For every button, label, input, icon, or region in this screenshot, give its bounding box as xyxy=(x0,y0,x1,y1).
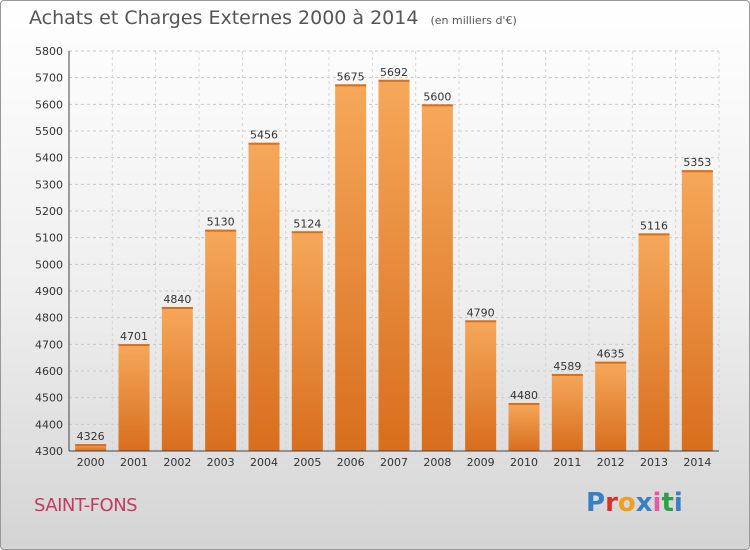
y-tick-label: 4600 xyxy=(35,365,63,378)
value-label-2012: 4635 xyxy=(597,348,625,361)
y-tick-label: 5700 xyxy=(35,72,63,85)
value-label-2000: 4326 xyxy=(77,430,105,443)
value-label-2001: 4701 xyxy=(120,330,148,343)
x-tick-label-2004: 2004 xyxy=(250,456,278,469)
axes: 4300 4400 4500 4600 4700 4800 4900 5000 5100 5200… xyxy=(35,45,719,469)
y-tick-label: 5300 xyxy=(35,178,63,191)
bar-2008 xyxy=(421,104,453,451)
value-label-2007: 5692 xyxy=(380,66,408,79)
y-tick-label: 5000 xyxy=(35,258,63,271)
value-label-2004: 5456 xyxy=(250,129,278,142)
bar-2004 xyxy=(248,142,280,451)
bar-cap xyxy=(205,229,237,232)
value-label-2011: 4589 xyxy=(553,360,581,373)
value-label-2010: 4480 xyxy=(510,389,538,402)
value-label-2002: 4840 xyxy=(163,293,191,306)
bar-cap xyxy=(335,84,367,87)
x-tick-label-2008: 2008 xyxy=(423,456,451,469)
bar-cap xyxy=(638,233,670,236)
bar-2010 xyxy=(508,403,540,451)
value-label-2014: 5353 xyxy=(683,156,711,169)
bar-2014 xyxy=(681,170,713,451)
bar-2006 xyxy=(335,84,367,451)
bar-cap xyxy=(248,142,280,145)
x-tick-label-2013: 2013 xyxy=(640,456,668,469)
city-name: SAINT-FONS xyxy=(34,495,138,516)
x-tick-label-2005: 2005 xyxy=(293,456,321,469)
proxiti-logo: Proxiti xyxy=(586,488,683,518)
x-tick-label-2010: 2010 xyxy=(510,456,538,469)
bar-2012 xyxy=(595,361,627,451)
y-tick-label: 5100 xyxy=(35,232,63,245)
bar-2000 xyxy=(75,444,107,451)
y-tick-label: 5500 xyxy=(35,125,63,138)
bar-cap xyxy=(551,373,583,376)
bar-cap xyxy=(378,79,410,82)
x-tick-label-2006: 2006 xyxy=(337,456,365,469)
y-tick-label: 4700 xyxy=(35,338,63,351)
y-tick-label: 5800 xyxy=(35,45,63,58)
bar-2002 xyxy=(161,307,193,451)
chart-title: Achats et Charges Externes 2000 à 2014 xyxy=(29,7,419,29)
bar-cap xyxy=(421,104,453,107)
title-block: Achats et Charges Externes 2000 à 2014 (e… xyxy=(29,7,517,29)
value-label-2008: 5600 xyxy=(423,90,451,103)
y-tick-label: 5400 xyxy=(35,152,63,165)
bar-cap xyxy=(118,344,150,347)
x-tick-label-2011: 2011 xyxy=(553,456,581,469)
bar-2011 xyxy=(551,373,583,451)
value-label-2006: 5675 xyxy=(337,70,365,83)
value-label-2005: 5124 xyxy=(293,217,321,230)
x-tick-label-2002: 2002 xyxy=(163,456,191,469)
logo-letter: t xyxy=(661,488,674,518)
value-label-2013: 5116 xyxy=(640,219,668,232)
bar-2013 xyxy=(638,233,670,451)
bar-2009 xyxy=(465,320,497,451)
bar-2005 xyxy=(291,231,323,451)
x-tick-label-2009: 2009 xyxy=(467,456,495,469)
logo-letter: o xyxy=(617,488,636,518)
bar-cap xyxy=(595,361,627,364)
logo-letter: r xyxy=(605,488,618,518)
bar-cap xyxy=(75,444,107,447)
bar-cap xyxy=(465,320,497,323)
bar-2001 xyxy=(118,344,150,451)
logo-letter: i xyxy=(673,488,683,518)
value-labels: 4326 4701 4840 5130 5456 5124 5675 5692 5600 4790… xyxy=(77,66,712,443)
y-tick-label: 4900 xyxy=(35,285,63,298)
x-tick-label-2003: 2003 xyxy=(207,456,235,469)
value-label-2009: 4790 xyxy=(467,306,495,319)
bar-cap xyxy=(161,307,193,309)
y-tick-label: 5200 xyxy=(35,205,63,218)
y-tick-label: 4800 xyxy=(35,312,63,325)
chart-subtitle: (en milliers d'€) xyxy=(430,14,517,27)
logo-letter: P xyxy=(586,488,606,518)
x-tick-label-2007: 2007 xyxy=(380,456,408,469)
logo-letter: i xyxy=(652,488,662,518)
x-tick-label-2012: 2012 xyxy=(597,456,625,469)
bar-cap xyxy=(681,170,713,173)
y-tick-label: 4400 xyxy=(35,418,63,431)
value-label-2003: 5130 xyxy=(207,216,235,229)
x-tick-label-2000: 2000 xyxy=(77,456,105,469)
x-tick-label-2014: 2014 xyxy=(683,456,711,469)
bar-cap xyxy=(508,403,540,405)
x-tick-label-2001: 2001 xyxy=(120,456,148,469)
logo-letter: x xyxy=(635,488,653,518)
bar-2007 xyxy=(378,79,410,452)
y-tick-label: 4300 xyxy=(35,445,63,458)
bars-group xyxy=(75,79,713,452)
bar-2003 xyxy=(205,229,237,451)
bar-cap xyxy=(291,231,323,234)
y-tick-label: 4500 xyxy=(35,392,63,405)
y-tick-label: 5600 xyxy=(35,98,63,111)
